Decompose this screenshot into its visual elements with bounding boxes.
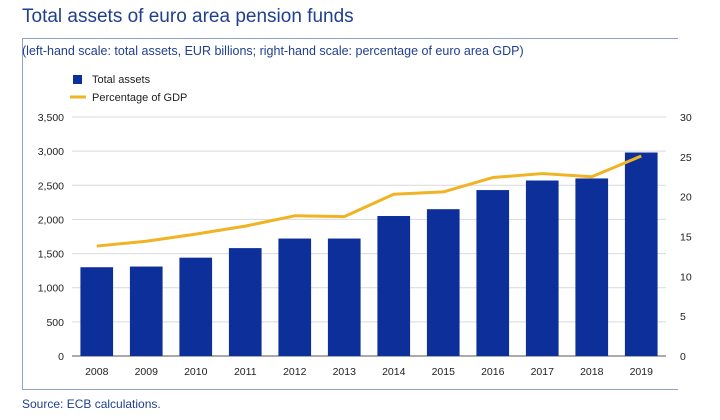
bar: [80, 267, 114, 356]
y2-tick-label: 20: [680, 192, 692, 204]
y2-tick-label: 25: [680, 152, 692, 164]
bar: [327, 238, 361, 356]
legend: Total assets Percentage of GDP: [70, 74, 187, 104]
y-tick-label: 2,000: [38, 214, 64, 226]
left-axis: 0 500 1,000 1,500 2,000 2,500 3,000 3,500: [38, 112, 64, 363]
legend-swatch-total-assets: [73, 75, 82, 84]
chart-frame-top: [22, 38, 678, 39]
y-tick-label: 1,500: [38, 249, 64, 261]
bar: [278, 238, 312, 356]
x-tick-label: 2016: [481, 366, 505, 378]
y2-tick-label: 10: [680, 271, 692, 283]
chart-canvas: 0 500 1,000 1,500 2,000 2,500 3,000 3,500 0 5 10 1…: [38, 74, 692, 378]
line-series: [96, 154, 642, 248]
x-tick-label: 2017: [531, 366, 555, 378]
x-tick-label: 2011: [234, 366, 257, 378]
y-tick-label: 3,000: [38, 146, 64, 158]
x-axis: 2008 2009 2010 2011 2012 2013 2014 2015 2016 2017…: [85, 366, 653, 378]
y-tick-label: 3,500: [38, 112, 64, 124]
source-note: Source: ECB calculations.: [22, 397, 161, 411]
bar: [179, 257, 213, 356]
y2-tick-label: 15: [680, 232, 692, 244]
y2-tick-label: 30: [680, 112, 692, 124]
y-tick-label: 0: [58, 351, 64, 363]
y2-tick-label: 0: [680, 351, 686, 363]
bar: [426, 209, 460, 356]
x-tick-label: 2012: [283, 366, 307, 378]
bar: [228, 248, 262, 356]
x-tick-label: 2015: [432, 366, 456, 378]
y-tick-label: 2,500: [38, 180, 64, 192]
x-tick-label: 2018: [580, 366, 604, 378]
bar: [476, 190, 510, 356]
bar-series: [80, 152, 658, 356]
y-tick-label: 500: [46, 317, 64, 329]
x-tick-label: 2008: [85, 366, 109, 378]
x-tick-label: 2009: [135, 366, 159, 378]
y-tick-label: 1,000: [38, 283, 64, 295]
chart-subtitle: (left-hand scale: total assets, EUR bill…: [22, 44, 524, 58]
legend-label-total-assets: Total assets: [92, 74, 151, 86]
chart-frame-left: [22, 38, 23, 390]
bar: [377, 216, 411, 356]
bar: [525, 180, 559, 356]
x-tick-label: 2010: [184, 366, 208, 378]
bar: [575, 178, 609, 356]
y2-tick-label: 5: [680, 311, 686, 323]
bar: [129, 266, 163, 356]
x-tick-label: 2014: [382, 366, 406, 378]
right-axis: 0 5 10 15 20 25 30: [680, 112, 692, 363]
legend-label-gdp: Percentage of GDP: [92, 92, 187, 104]
gdp-line: [96, 154, 642, 248]
x-tick-label: 2019: [630, 366, 654, 378]
gridlines: [72, 116, 666, 357]
chart-frame-bottom: [22, 389, 678, 390]
x-tick-label: 2013: [333, 366, 357, 378]
chart-title: Total assets of euro area pension funds: [22, 6, 354, 27]
bar: [624, 152, 658, 356]
